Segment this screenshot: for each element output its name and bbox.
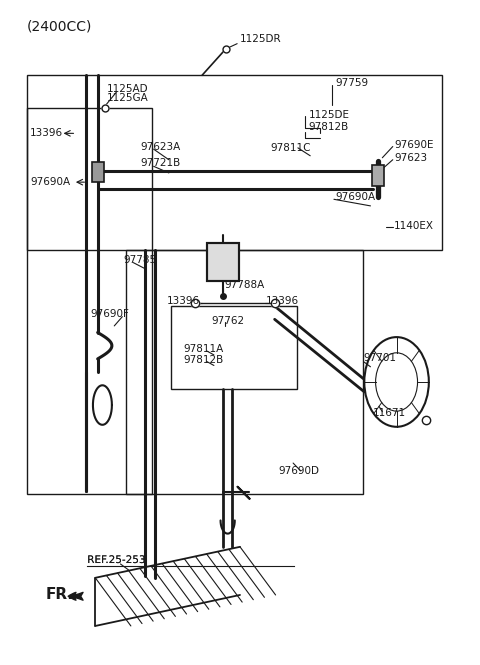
Text: 97690F: 97690F xyxy=(91,309,130,319)
Text: 13396: 13396 xyxy=(30,128,63,138)
Text: (2400CC): (2400CC) xyxy=(26,19,92,33)
Text: 97701: 97701 xyxy=(363,352,396,362)
Text: 97690A: 97690A xyxy=(335,192,375,202)
Text: 97690A: 97690A xyxy=(30,177,71,187)
Text: 11671: 11671 xyxy=(373,408,406,418)
Bar xyxy=(92,162,104,182)
Text: 1140EX: 1140EX xyxy=(394,221,434,231)
Text: 97812B: 97812B xyxy=(183,355,223,365)
Text: 13396: 13396 xyxy=(167,296,200,306)
Text: 13396: 13396 xyxy=(266,296,299,306)
Bar xyxy=(171,306,297,388)
Text: 97811A: 97811A xyxy=(183,344,223,354)
Text: 97690D: 97690D xyxy=(278,466,319,476)
Text: 97785: 97785 xyxy=(124,255,157,265)
Bar xyxy=(207,243,239,281)
Text: 97690E: 97690E xyxy=(394,140,434,150)
Text: 97811C: 97811C xyxy=(271,143,312,153)
Text: 1125DR: 1125DR xyxy=(240,34,282,44)
Text: 97762: 97762 xyxy=(212,316,245,326)
Text: REF.25-253: REF.25-253 xyxy=(87,555,145,565)
Bar xyxy=(372,165,384,186)
Text: 97623A: 97623A xyxy=(140,142,180,152)
Text: 97812B: 97812B xyxy=(309,122,349,132)
Bar xyxy=(26,75,442,250)
Text: 1125DE: 1125DE xyxy=(309,110,350,120)
Text: 97623: 97623 xyxy=(394,153,427,163)
Text: 97721B: 97721B xyxy=(140,158,180,168)
Text: 97759: 97759 xyxy=(335,78,368,88)
Bar xyxy=(126,250,363,494)
Text: 1125GA: 1125GA xyxy=(107,93,149,103)
Text: 1125AD: 1125AD xyxy=(107,84,149,94)
Text: 97788A: 97788A xyxy=(224,280,264,290)
Bar xyxy=(207,243,239,281)
Text: FR.: FR. xyxy=(46,587,73,602)
Bar xyxy=(26,108,152,494)
